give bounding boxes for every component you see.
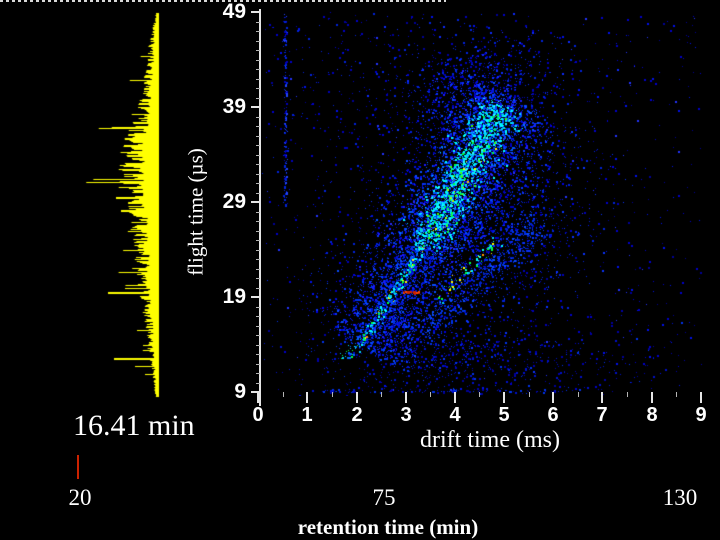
flight-tick-label: 49 — [222, 0, 246, 23]
drift-major-tick — [454, 392, 456, 403]
drift-minor-tick — [627, 392, 628, 397]
drift-minor-tick — [578, 392, 579, 397]
flight-minor-tick — [256, 136, 260, 137]
flight-minor-tick — [256, 373, 260, 374]
flight-minor-tick — [256, 354, 260, 355]
drift-tick-label: 0 — [252, 404, 264, 426]
drift-tick-label: 6 — [547, 404, 559, 426]
drift-major-tick — [651, 392, 653, 403]
flight-tick-label: 19 — [222, 285, 246, 308]
drift-major-tick — [552, 392, 554, 403]
flight-minor-tick — [256, 183, 260, 184]
flight-minor-tick — [256, 60, 260, 61]
flight-major-tick — [251, 106, 260, 108]
drift-tick-label: 5 — [498, 404, 510, 426]
drift-minor-tick — [479, 392, 480, 397]
drift-axis-line — [0, 0, 446, 2]
retention-marker-tick — [77, 455, 79, 479]
flight-minor-tick — [256, 335, 260, 336]
flight-minor-tick — [256, 307, 260, 308]
drift-minor-tick — [332, 392, 333, 397]
flight-minor-tick — [256, 117, 260, 118]
flight-minor-tick — [256, 174, 260, 175]
flight-minor-tick — [256, 383, 260, 384]
flight-minor-tick — [256, 259, 260, 260]
drift-tick-label: 9 — [695, 404, 707, 426]
drift-axis-title: drift time (ms) — [420, 427, 560, 453]
flight-minor-tick — [256, 326, 260, 327]
drift-flight-heatmap — [260, 8, 706, 396]
flight-minor-tick — [256, 41, 260, 42]
flight-minor-tick — [256, 22, 260, 23]
flight-minor-tick — [256, 212, 260, 213]
retention-axis-title: retention time (min) — [297, 515, 479, 539]
flight-minor-tick — [256, 31, 260, 32]
flight-major-tick — [251, 201, 260, 203]
flight-minor-tick — [256, 269, 260, 270]
drift-major-tick — [257, 392, 259, 403]
drift-major-tick — [700, 392, 702, 403]
flight-tick-label: 9 — [234, 380, 246, 403]
flight-major-tick — [251, 391, 260, 393]
flight-major-tick — [251, 296, 260, 298]
flight-major-tick — [251, 11, 260, 13]
drift-major-tick — [405, 392, 407, 403]
drift-major-tick — [601, 392, 603, 403]
flight-minor-tick — [256, 155, 260, 156]
flight-minor-tick — [256, 278, 260, 279]
flight-minor-tick — [256, 145, 260, 146]
flight-minor-tick — [256, 316, 260, 317]
flight-tick-label: 39 — [222, 95, 246, 118]
retention-tick-label: 75 — [372, 485, 396, 510]
drift-minor-tick — [283, 392, 284, 397]
flight-minor-tick — [256, 88, 260, 89]
flight-minor-tick — [256, 50, 260, 51]
flight-minor-tick — [256, 231, 260, 232]
retention-marker-label: 16.41 min — [73, 409, 195, 442]
drift-minor-tick — [430, 392, 431, 397]
flight-minor-tick — [256, 288, 260, 289]
drift-tick-label: 4 — [449, 404, 461, 426]
drift-tick-label: 2 — [351, 404, 363, 426]
flight-minor-tick — [256, 164, 260, 165]
retention-tick-label: 130 — [662, 485, 698, 510]
drift-tick-label: 3 — [400, 404, 412, 426]
flight-minor-tick — [256, 364, 260, 365]
drift-major-tick — [306, 392, 308, 403]
flight-axis-line — [259, 9, 261, 406]
drift-tick-label: 7 — [596, 404, 608, 426]
drift-minor-tick — [676, 392, 677, 397]
flight-tick-label: 29 — [222, 190, 246, 213]
flight-minor-tick — [256, 221, 260, 222]
flight-minor-tick — [256, 240, 260, 241]
drift-tick-label: 1 — [301, 404, 313, 426]
drift-major-tick — [356, 392, 358, 403]
flight-minor-tick — [256, 69, 260, 70]
flight-minor-tick — [256, 250, 260, 251]
drift-minor-tick — [381, 392, 382, 397]
flight-minor-tick — [256, 126, 260, 127]
retention-tick-label: 20 — [68, 485, 92, 510]
flight-minor-tick — [256, 79, 260, 80]
drift-tick-label: 8 — [646, 404, 658, 426]
flight-minor-tick — [256, 193, 260, 194]
flight-time-spectrum-trace — [55, 6, 161, 400]
flight-minor-tick — [256, 98, 260, 99]
drift-minor-tick — [529, 392, 530, 397]
flight-minor-tick — [256, 345, 260, 346]
drift-major-tick — [503, 392, 505, 403]
